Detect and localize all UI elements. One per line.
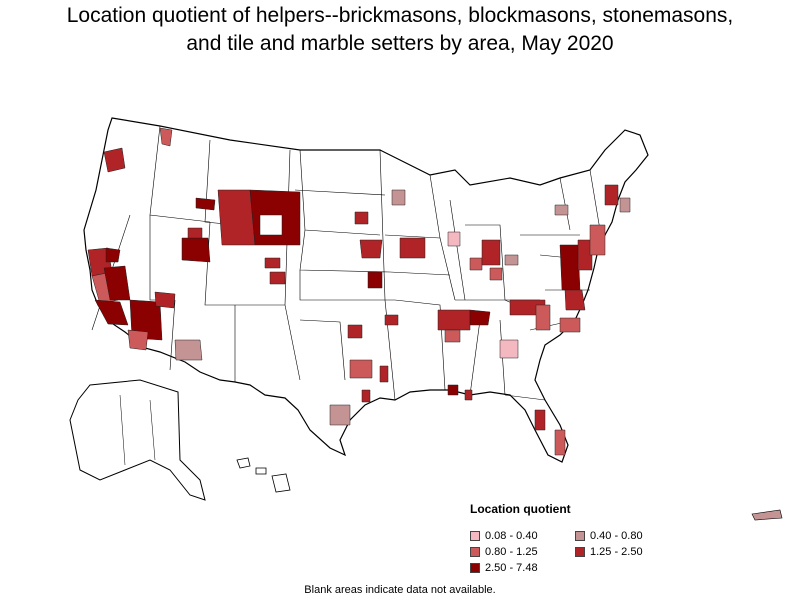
legend-swatch-3 bbox=[470, 547, 480, 557]
map-legend: Location quotient 0.08 - 0.40 0.40 - 0.8… bbox=[470, 502, 690, 574]
title-line-1: Location quotient of helpers--brickmason… bbox=[66, 4, 734, 27]
legend-grid: 0.08 - 0.40 0.40 - 0.80 0.80 - 1.25 1.25… bbox=[470, 530, 690, 574]
legend-label-3: 0.80 - 1.25 bbox=[485, 546, 538, 558]
legend-swatch-1 bbox=[470, 531, 480, 541]
puerto-rico bbox=[751, 509, 783, 521]
legend-swatch-4 bbox=[575, 547, 585, 557]
hawaii-islands bbox=[236, 457, 291, 493]
map-title: Location quotient of helpers--brickmason… bbox=[0, 2, 800, 58]
legend-swatch-5 bbox=[470, 563, 480, 573]
legend-item-3: 0.80 - 1.25 bbox=[470, 546, 575, 558]
legend-label-1: 0.08 - 0.40 bbox=[485, 530, 538, 542]
legend-label-2: 0.40 - 0.80 bbox=[590, 530, 643, 542]
legend-label-5: 2.50 - 7.48 bbox=[485, 562, 538, 574]
map-regions bbox=[87, 127, 631, 456]
title-line-2: and tile and marble setters by area, May… bbox=[186, 32, 614, 55]
legend-label-4: 1.25 - 2.50 bbox=[590, 546, 643, 558]
alaska-outline bbox=[69, 379, 206, 501]
legend-item-2: 0.40 - 0.80 bbox=[575, 530, 685, 542]
legend-item-5: 2.50 - 7.48 bbox=[470, 562, 575, 574]
legend-item-4: 1.25 - 2.50 bbox=[575, 546, 685, 558]
legend-item-1: 0.08 - 0.40 bbox=[470, 530, 575, 542]
footnote: Blank areas indicate data not available. bbox=[304, 584, 496, 596]
legend-title: Location quotient bbox=[470, 502, 571, 516]
alaska-lines bbox=[119, 394, 156, 466]
legend-swatch-2 bbox=[575, 531, 585, 541]
